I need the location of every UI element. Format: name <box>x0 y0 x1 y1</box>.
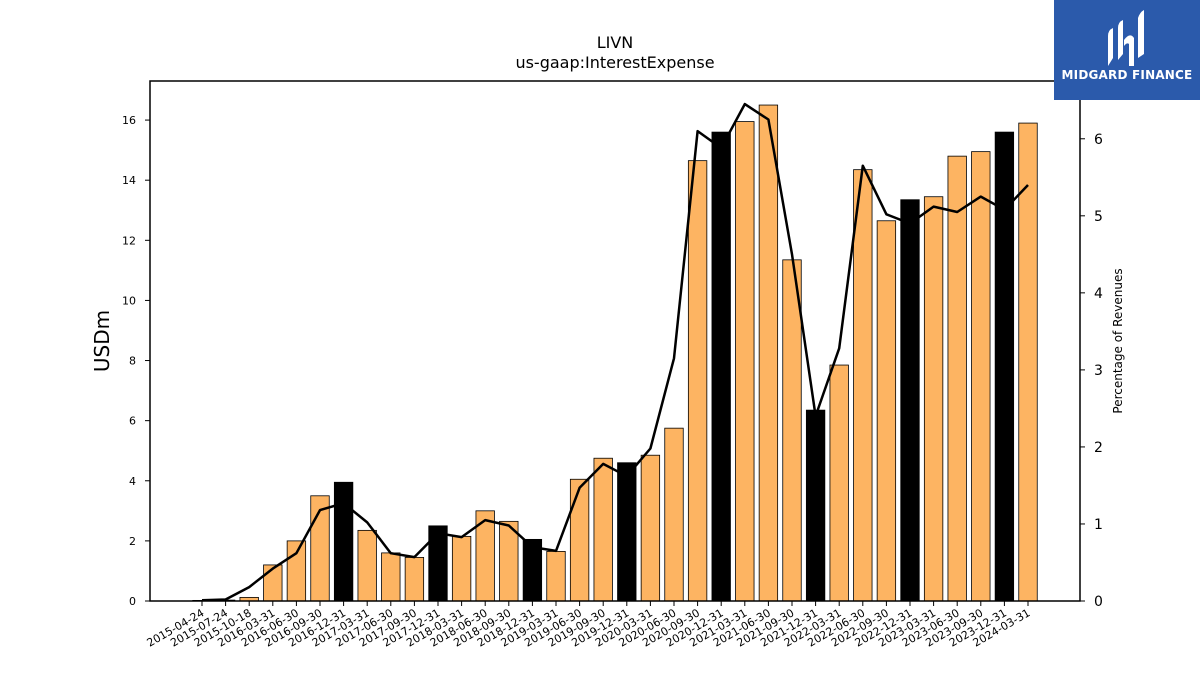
y-tick-label: 10 <box>122 294 136 307</box>
y-axis-left: 0 2 4 6 8 10 12 14 16 <box>122 114 150 608</box>
y2-axis-label: Percentage of Revenues <box>1111 268 1125 413</box>
bar-2016-03-31 <box>263 564 283 602</box>
y-axis-right: 0 1 2 3 4 5 6 <box>1080 132 1103 610</box>
midgard-logo-icon <box>1108 10 1144 66</box>
chart-subtitle: us-gaap:InterestExpense <box>515 53 714 72</box>
bar-2021-06-30 <box>758 104 779 602</box>
y-axis-label: USDm <box>90 310 114 372</box>
bar-2019-06-30 <box>569 478 590 602</box>
bar-series <box>192 104 1038 602</box>
bar-2022-03-31 <box>829 364 849 602</box>
bar-2019-12-31 <box>617 462 637 602</box>
y2-tick-label: 1 <box>1094 517 1103 533</box>
brand-name: MIDGARD FINANCE <box>1061 68 1193 82</box>
bar-2022-06-30 <box>853 169 873 602</box>
bar-2019-09-30 <box>593 457 613 602</box>
bar-2021-03-31 <box>735 121 755 602</box>
bar-2023-09-30 <box>971 151 991 602</box>
bar-2016-06-30 <box>286 540 307 602</box>
y2-tick-label: 6 <box>1094 132 1103 148</box>
bar-2023-06-30 <box>947 155 967 602</box>
bar-2020-03-31 <box>640 454 661 602</box>
bar-2018-09-30 <box>499 520 519 602</box>
y2-tick-label: 5 <box>1094 209 1103 225</box>
percentage-line <box>201 102 1029 602</box>
bar-2021-12-31 <box>805 409 826 602</box>
y-tick-label: 12 <box>122 234 136 247</box>
percentage-line-series <box>201 102 1029 602</box>
bar-2017-03-31 <box>357 529 377 602</box>
plot-frame <box>149 80 1081 602</box>
y-tick-label: 16 <box>122 114 136 127</box>
bar-2017-09-30 <box>404 557 425 602</box>
bar-2023-03-31 <box>923 196 944 602</box>
x-axis: 2015-04-242015-07-242015-10-182016-03-31… <box>145 601 1033 650</box>
y2-tick-label: 3 <box>1094 363 1103 379</box>
bar-2016-12-31 <box>333 481 354 602</box>
bar-2018-03-31 <box>451 535 472 602</box>
y-tick-label: 8 <box>129 355 136 368</box>
bar-2017-12-31 <box>428 525 448 602</box>
y-tick-label: 14 <box>122 174 136 187</box>
brand-logo: MIDGARD FINANCE <box>1054 0 1200 100</box>
bar-2022-09-30 <box>876 220 897 602</box>
y-tick-label: 2 <box>129 535 136 548</box>
chart-title: LIVN <box>597 33 634 52</box>
y2-tick-label: 0 <box>1094 594 1103 610</box>
bar-2022-12-31 <box>900 199 920 602</box>
y2-tick-label: 2 <box>1094 440 1103 456</box>
y-tick-label: 4 <box>129 475 136 488</box>
bar-2020-09-30 <box>687 160 708 602</box>
y-tick-label: 0 <box>129 595 136 608</box>
bar-2024-03-31 <box>1018 122 1038 602</box>
bar-2017-06-30 <box>381 552 401 602</box>
y2-tick-label: 4 <box>1094 286 1103 302</box>
bar-2019-03-31 <box>546 551 566 602</box>
bar-2020-06-30 <box>664 427 684 602</box>
bar-2020-12-31 <box>711 131 731 602</box>
bar-2021-09-30 <box>782 259 802 602</box>
y-tick-label: 6 <box>129 415 136 428</box>
